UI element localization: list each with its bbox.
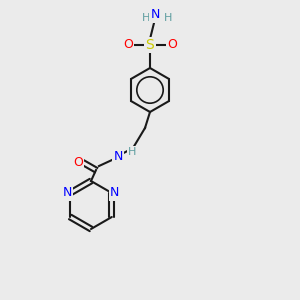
- Text: N: N: [113, 149, 123, 163]
- Text: O: O: [167, 38, 177, 52]
- Text: S: S: [146, 38, 154, 52]
- Text: H: H: [128, 147, 136, 157]
- Text: N: N: [110, 187, 119, 200]
- Text: N: N: [62, 187, 72, 200]
- Text: H: H: [142, 13, 150, 23]
- Text: N: N: [150, 8, 160, 22]
- Text: O: O: [123, 38, 133, 52]
- Text: O: O: [73, 155, 83, 169]
- Text: H: H: [164, 13, 172, 23]
